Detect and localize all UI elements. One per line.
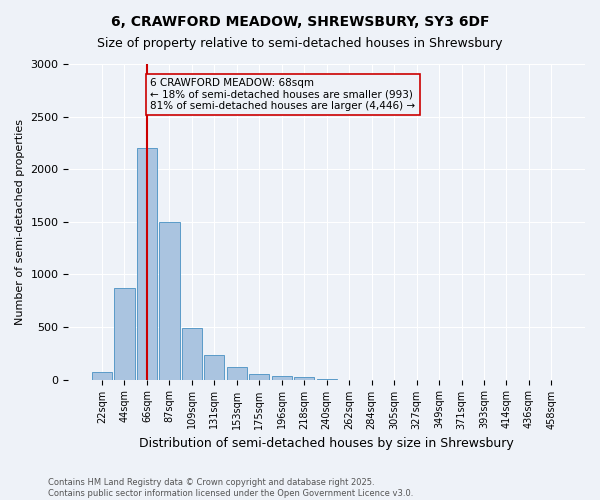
Bar [137,148,157,380]
Bar [294,378,314,380]
Bar [249,374,269,380]
Text: Contains HM Land Registry data © Crown copyright and database right 2025.
Contai: Contains HM Land Registry data © Crown c… [48,478,413,498]
Bar [159,222,179,380]
Bar [317,379,337,380]
Text: 6, CRAWFORD MEADOW, SHREWSBURY, SY3 6DF: 6, CRAWFORD MEADOW, SHREWSBURY, SY3 6DF [111,15,489,29]
Bar [227,367,247,380]
X-axis label: Distribution of semi-detached houses by size in Shrewsbury: Distribution of semi-detached houses by … [139,437,514,450]
Bar [182,328,202,380]
Text: 6 CRAWFORD MEADOW: 68sqm
← 18% of semi-detached houses are smaller (993)
81% of : 6 CRAWFORD MEADOW: 68sqm ← 18% of semi-d… [151,78,415,111]
Bar [92,372,112,380]
Bar [272,376,292,380]
Bar [115,288,134,380]
Y-axis label: Number of semi-detached properties: Number of semi-detached properties [15,119,25,325]
Text: Size of property relative to semi-detached houses in Shrewsbury: Size of property relative to semi-detach… [97,38,503,51]
Bar [204,356,224,380]
